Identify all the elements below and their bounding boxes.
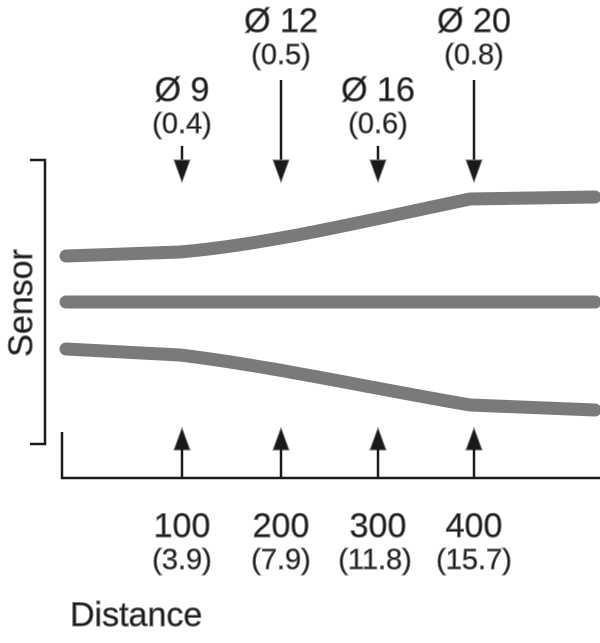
distance-value: 300	[350, 507, 407, 545]
distance-value: 400	[446, 507, 503, 545]
diameter-value: Ø 16	[341, 71, 415, 109]
distance-inch: (15.7)	[436, 544, 512, 576]
distance-axis-line	[60, 432, 600, 480]
sensor-bracket	[30, 158, 47, 446]
diameter-inch: (0.4)	[152, 108, 212, 140]
down-arrow-icon	[369, 159, 387, 184]
diameter-marker-3: Ø 16 (0.6)	[341, 71, 415, 184]
distance-inch: (3.9)	[152, 544, 212, 576]
down-arrow-icon	[465, 159, 483, 184]
distance-marker-4: 400 (15.7)	[436, 426, 512, 577]
distance-label: Distance	[70, 596, 202, 634]
diameter-inch: (0.6)	[348, 108, 408, 140]
distance-value: 200	[253, 507, 310, 545]
down-arrow-icon	[272, 159, 290, 184]
diameter-marker-4: Ø 20 (0.8)	[437, 2, 511, 184]
diameter-value: Ø 9	[155, 71, 210, 109]
distance-marker-1: 100 (3.9)	[152, 426, 212, 577]
diameter-inch: (0.5)	[251, 39, 311, 71]
sensor-label: Sensor	[2, 249, 40, 357]
diameter-marker-1: Ø 9 (0.4)	[152, 71, 212, 184]
distance-inch: (11.8)	[338, 544, 412, 576]
distance-marker-3: 300 (11.8)	[338, 426, 412, 577]
diameter-marker-2: Ø 12 (0.5)	[244, 2, 318, 184]
down-arrow-icon	[173, 159, 191, 184]
beam-lower-edge	[59, 342, 600, 417]
diameter-value: Ø 20	[437, 2, 511, 40]
distance-inch: (7.9)	[251, 544, 311, 576]
diameter-value: Ø 12	[244, 2, 318, 40]
distance-marker-2: 200 (7.9)	[251, 426, 311, 577]
diameter-inch: (0.8)	[444, 39, 504, 71]
beam-upper-edge	[59, 190, 600, 263]
distance-value: 100	[154, 507, 211, 545]
